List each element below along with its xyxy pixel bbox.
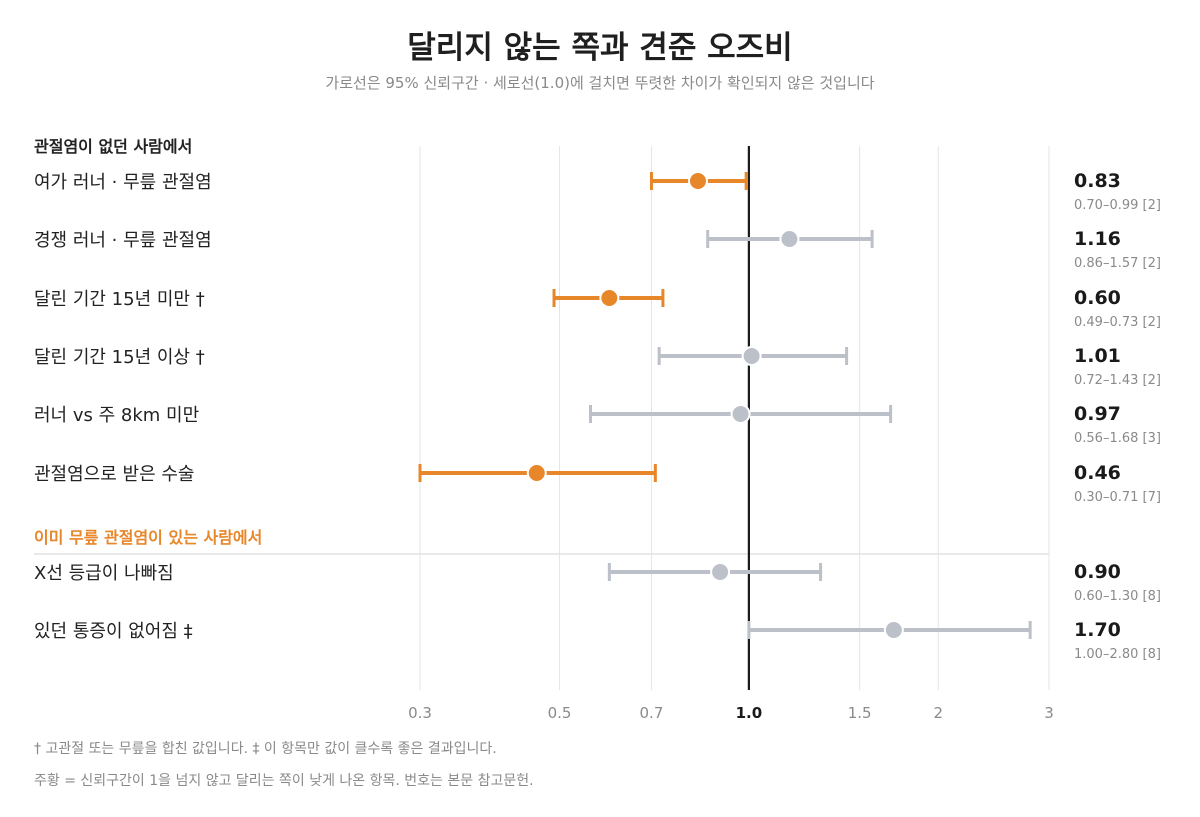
chart-subtitle: 가로선은 95% 신뢰구간 · 세로선(1.0)에 걸치면 뚜렷한 차이가 확인… bbox=[325, 74, 875, 92]
x-tick-label: 3 bbox=[1044, 704, 1054, 722]
x-tick-label: 0.7 bbox=[640, 704, 664, 722]
row-label: 있던 통증이 없어짐 ‡ bbox=[34, 621, 193, 642]
point-estimate-marker bbox=[730, 404, 751, 424]
x-tick-label: 0.3 bbox=[408, 704, 432, 722]
row-label: 경쟁 러너 · 무릎 관절염 bbox=[34, 230, 212, 251]
x-tick-label: 1.5 bbox=[848, 704, 872, 722]
point-estimate-marker bbox=[526, 463, 547, 483]
x-tick-label: 0.5 bbox=[548, 704, 572, 722]
or-value: 0.60 bbox=[1074, 287, 1121, 309]
ci-value: 0.56–1.68 [3] bbox=[1074, 431, 1161, 446]
point-estimate-marker bbox=[779, 229, 800, 249]
ci-value: 0.86–1.57 [2] bbox=[1074, 256, 1161, 271]
row-label: 달린 기간 15년 이상 † bbox=[34, 347, 205, 368]
ci-value: 0.72–1.43 [2] bbox=[1074, 373, 1161, 388]
row-label: 여가 러너 · 무릎 관절염 bbox=[34, 172, 212, 193]
point-estimate-marker bbox=[599, 288, 620, 308]
point-estimate-marker bbox=[710, 562, 731, 582]
ci-value: 0.49–0.73 [2] bbox=[1074, 315, 1161, 330]
point-estimate-marker bbox=[687, 171, 708, 191]
x-tick-label: 1.0 bbox=[736, 704, 763, 722]
point-estimate-marker bbox=[741, 346, 762, 366]
group-header: 관절염이 없던 사람에서 bbox=[34, 137, 192, 156]
or-value: 1.01 bbox=[1074, 345, 1121, 367]
footnote-symbols: † 고관절 또는 무릎을 합친 값입니다. ‡ 이 항목만 값이 클수록 좋은 … bbox=[34, 741, 497, 757]
or-value: 0.97 bbox=[1074, 403, 1121, 425]
ci-value: 0.70–0.99 [2] bbox=[1074, 198, 1161, 213]
ci-value: 1.00–2.80 [8] bbox=[1074, 647, 1161, 662]
ci-value: 0.60–1.30 [8] bbox=[1074, 589, 1161, 604]
row-label: 달린 기간 15년 미만 † bbox=[34, 289, 205, 310]
row-label: 러너 vs 주 8km 미만 bbox=[34, 405, 199, 426]
or-value: 1.16 bbox=[1074, 228, 1121, 250]
x-tick-label: 2 bbox=[933, 704, 943, 722]
group-header: 이미 무릎 관절염이 있는 사람에서 bbox=[34, 528, 262, 547]
or-value: 0.83 bbox=[1074, 170, 1121, 192]
row-label: X선 등급이 나빠짐 bbox=[34, 563, 174, 584]
ci-value: 0.30–0.71 [7] bbox=[1074, 490, 1161, 505]
or-value: 0.90 bbox=[1074, 561, 1121, 583]
chart-title: 달리지 않는 쪽과 견준 오즈비 bbox=[407, 30, 793, 66]
row-label: 관절염으로 받은 수술 bbox=[34, 464, 194, 485]
or-value: 1.70 bbox=[1074, 619, 1121, 641]
footnote-legend: 주황 = 신뢰구간이 1을 넘지 않고 달리는 쪽이 낮게 나온 항목. 번호는… bbox=[34, 773, 534, 789]
or-value: 0.46 bbox=[1074, 462, 1121, 484]
point-estimate-marker bbox=[883, 620, 904, 640]
